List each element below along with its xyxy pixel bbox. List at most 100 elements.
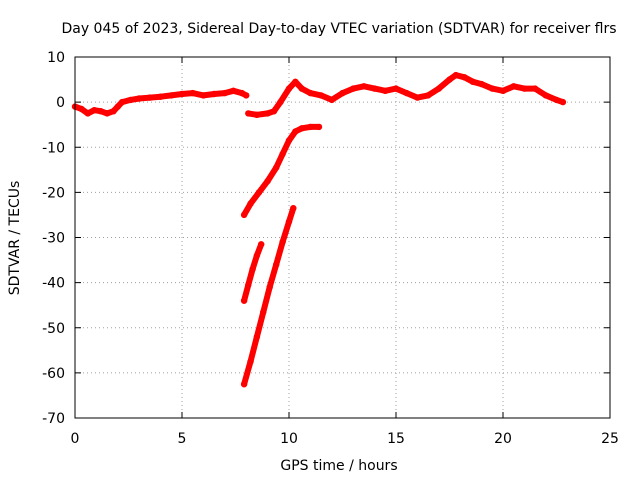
data-point [270,108,278,115]
data-point [298,85,305,92]
data-point [78,105,85,113]
series-descent-arc-1 [240,123,323,219]
data-point [559,98,567,106]
data-point [168,92,175,99]
data-point [392,85,400,92]
data-point [255,189,263,196]
data-point [292,78,299,86]
data-point [266,283,273,291]
x-tick-label: 10 [280,431,298,447]
data-point [499,87,507,95]
data-point [285,85,293,92]
data-point [110,108,117,115]
data-point [114,103,122,110]
data-point [264,177,271,185]
y-tick-label: -60 [42,366,65,382]
y-axis-label: SDTVAR / TECUs [7,181,23,296]
data-point [279,150,286,158]
data-point [230,87,237,95]
data-point [277,98,284,106]
data-point [253,333,261,340]
series-main-trace-a [71,87,250,117]
series-line [245,72,566,118]
data-point [178,90,186,98]
data-point [247,200,254,207]
data-point [285,137,293,144]
y-tick-label: -70 [42,411,65,427]
x-axis-label: GPS time / hours [280,458,397,474]
y-tick-label: 10 [47,50,65,66]
data-point [403,89,410,97]
data-point [414,94,421,101]
data-point [240,381,248,388]
data-point [521,85,528,92]
data-point [360,83,368,90]
data-point [247,358,254,365]
y-tick-label: -50 [42,321,65,337]
y-tick-label: -40 [42,276,65,292]
data-point [469,78,477,86]
data-point [189,89,196,97]
ticks [74,56,611,419]
data-point [118,98,126,106]
data-point [84,110,92,117]
series-line [241,205,297,388]
data-point [542,92,549,99]
data-point [240,297,248,304]
data-point [339,89,346,97]
data-point [307,123,314,131]
data-point [461,74,468,81]
data-point [273,261,280,268]
x-tick-label: 5 [178,431,187,447]
y-tick-label: -20 [42,185,65,201]
data-point [279,238,286,246]
series-descent-arc-2 [240,241,265,304]
data-point [253,111,261,119]
data-point [435,85,442,92]
data-point [382,87,389,95]
data-point [97,108,104,115]
x-tick-labels: 0 5 10 15 20 25 [71,431,619,447]
data-point [136,95,143,102]
data-point [273,164,280,171]
data-point [290,205,297,212]
data-point [260,308,267,316]
y-tick-labels: 10 0 -10 -20 -30 -40 -50 -60 -70 [42,50,65,427]
data-point [350,85,357,92]
data-point [452,71,460,79]
data-point [91,107,98,114]
series-line [241,123,322,218]
data-point [446,76,453,83]
data-point [258,241,265,248]
x-tick-label: 0 [71,431,80,447]
gridlines [75,57,610,418]
series-main-trace-b [245,71,567,119]
x-tick-label: 15 [387,431,405,447]
data-point [298,125,305,132]
data-point [243,92,250,99]
data-point [249,265,256,273]
data-point [510,83,517,90]
data-point [531,85,539,92]
data-point [146,94,154,101]
data-point [221,89,228,97]
data-point [264,110,271,117]
series-layer [71,71,567,388]
data-point [317,92,325,99]
data-point [489,85,496,92]
y-tick-label: -10 [42,140,65,156]
series-line [72,87,250,117]
data-point [285,218,293,225]
data-point [371,85,378,92]
x-tick-label: 25 [601,431,619,447]
data-point [478,80,485,88]
y-tick-label: 0 [56,95,65,111]
data-point [328,96,335,104]
data-point [157,93,164,100]
x-tick-label: 20 [494,431,512,447]
data-point [210,90,218,98]
data-point [240,211,248,219]
data-point [200,92,207,99]
y-tick-label: -30 [42,231,65,247]
